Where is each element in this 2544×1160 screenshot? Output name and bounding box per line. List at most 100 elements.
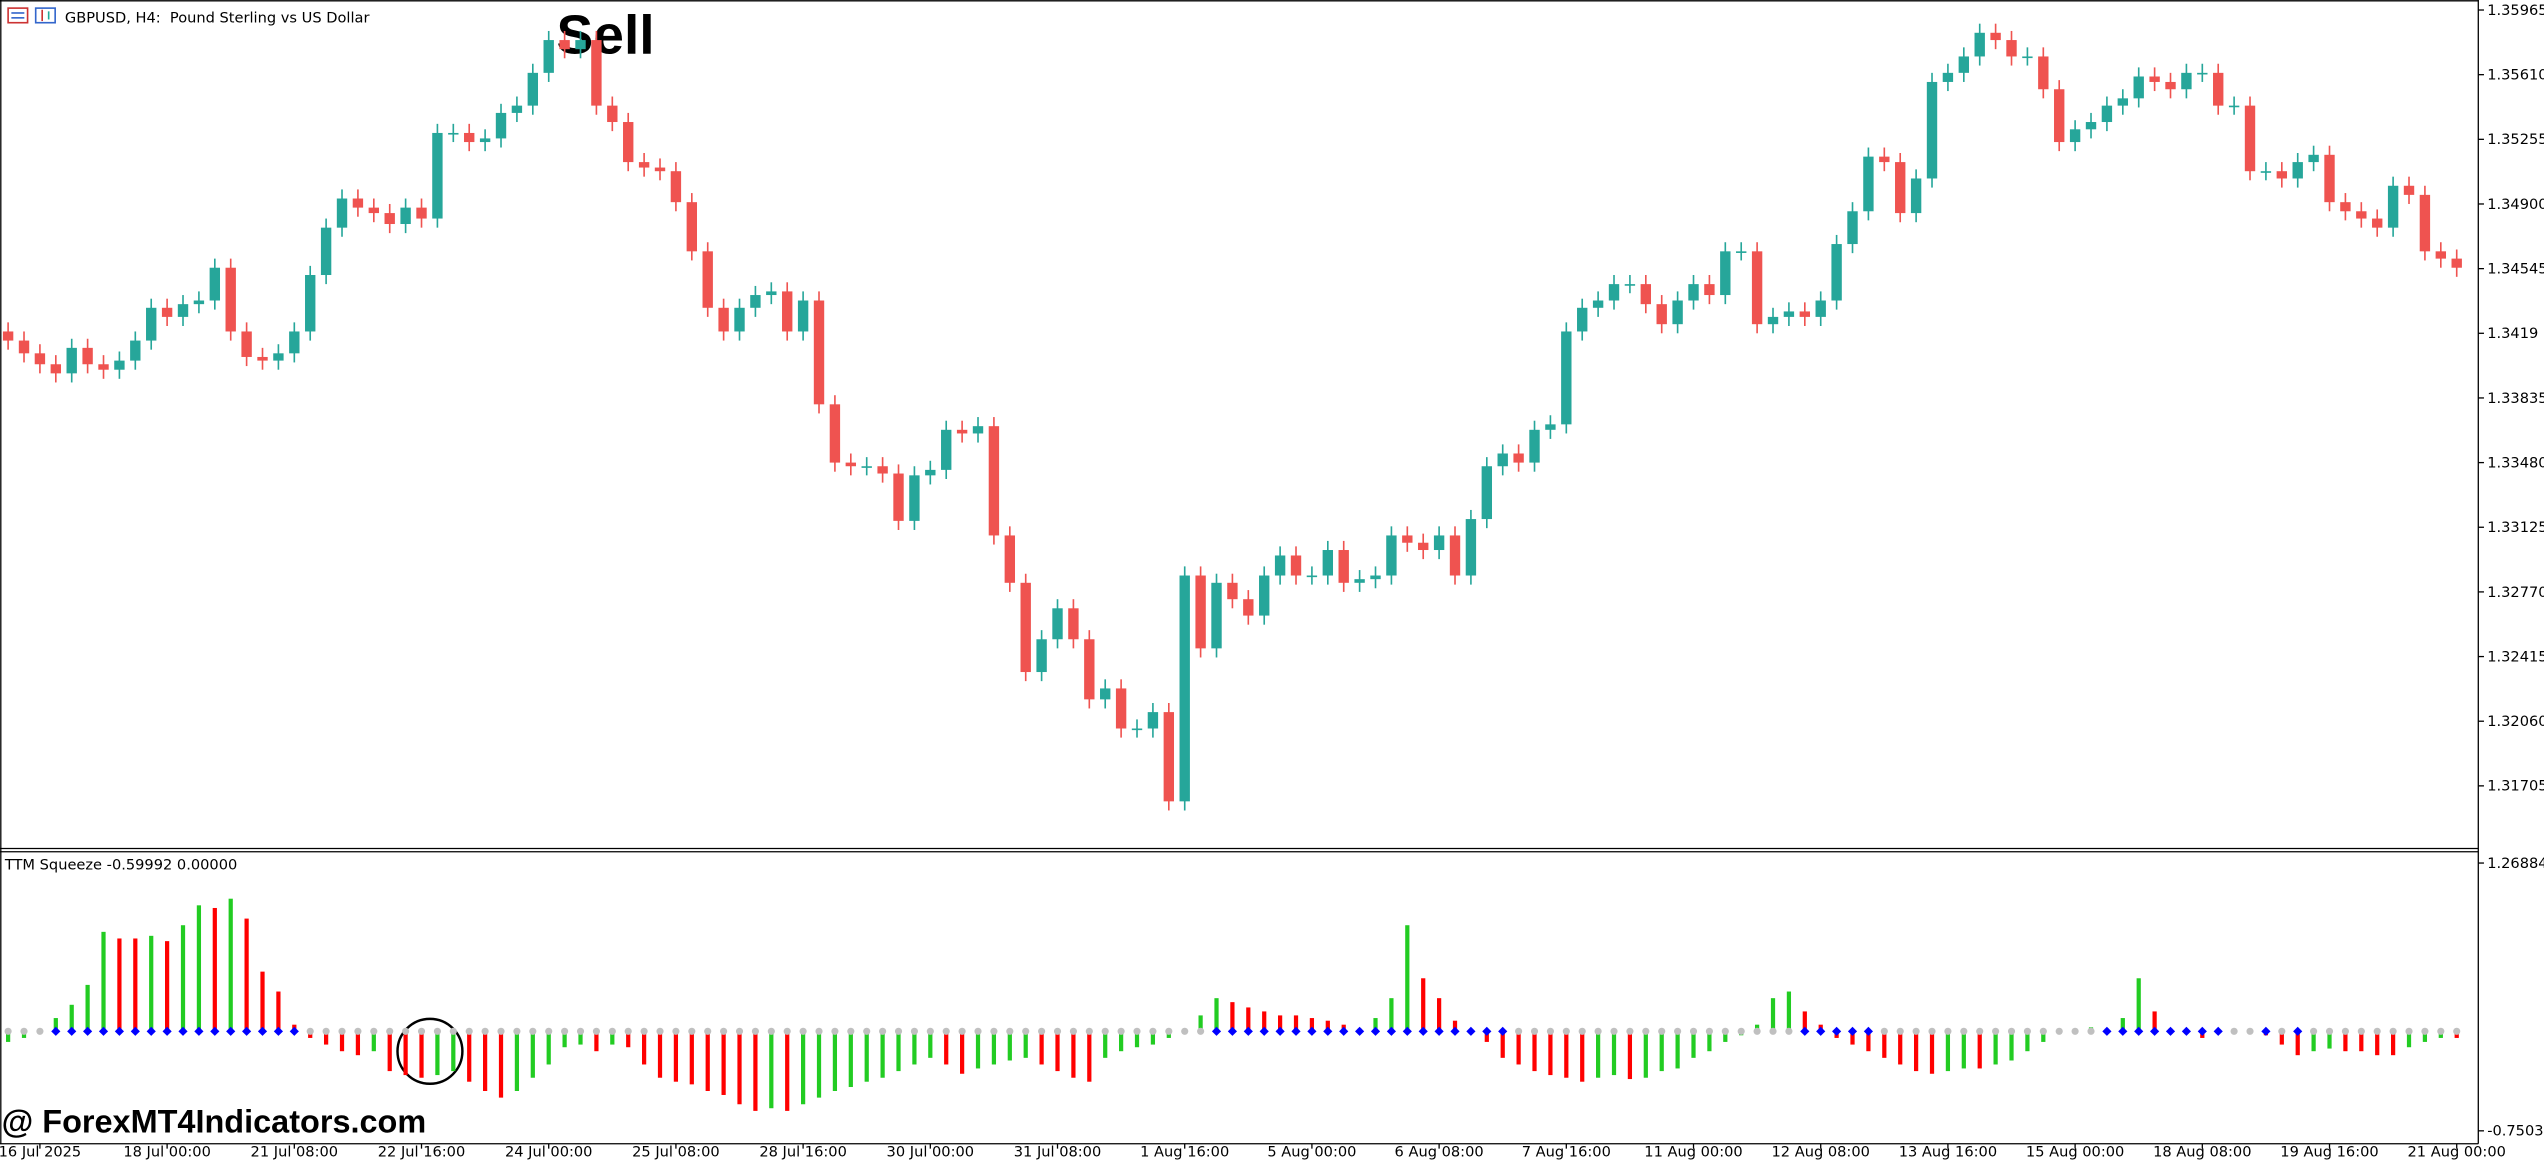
chart-icon[interactable] (34, 7, 56, 24)
squeeze-dot (815, 1027, 823, 1035)
momentum-bar (451, 1031, 456, 1072)
momentum-bar (1914, 1031, 1919, 1072)
momentum-bar (1309, 1018, 1315, 1032)
momentum-bar (626, 1031, 631, 1048)
momentum-bar (1134, 1031, 1140, 1048)
squeeze-dot (720, 1027, 728, 1035)
momentum-bar (6, 1031, 11, 1042)
watermark: @ ForexMT4Indicators.com (2, 1103, 427, 1139)
momentum-bar (1198, 1015, 1203, 1032)
candle-body (686, 202, 698, 252)
momentum-bar (689, 1031, 694, 1085)
squeeze-dot (735, 1027, 744, 1035)
momentum-bar (419, 1031, 424, 1078)
candle-body (2117, 98, 2129, 106)
squeeze-dot (1944, 1027, 1952, 1035)
momentum-bar (673, 1031, 679, 1082)
squeeze-dot (2389, 1027, 2397, 1035)
candle-body (893, 473, 904, 521)
squeeze-dot (1133, 1027, 1141, 1035)
candle-body (559, 40, 570, 50)
momentum-bar (1103, 1031, 1108, 1058)
momentum-bar (1564, 1031, 1569, 1078)
squeeze-dot (386, 1027, 394, 1035)
squeeze-dot (1863, 1026, 1874, 1036)
candle-body (527, 72, 539, 106)
candle-body (813, 300, 825, 405)
candle-body (543, 40, 554, 73)
momentum-bar (387, 1031, 392, 1072)
candle-body (2387, 185, 2399, 228)
x-tick-label: 22 Jul 16:00 (378, 1144, 466, 1160)
squeeze-dot (1626, 1027, 1634, 1035)
squeeze-dot (2278, 1027, 2286, 1035)
squeeze-dot (2405, 1027, 2413, 1035)
candle-body (320, 227, 332, 276)
momentum-bar (1596, 1031, 1601, 1078)
squeeze-dot (2421, 1027, 2429, 1035)
y-tick-label: 1.26884 (2487, 855, 2544, 872)
momentum-bar (530, 1031, 535, 1078)
candle-body (1052, 608, 1063, 640)
momentum-bar (1707, 1031, 1712, 1052)
momentum-bar (546, 1031, 551, 1065)
momentum-bar (1484, 1031, 1489, 1042)
momentum-bar (1898, 1031, 1903, 1065)
momentum-bar (1389, 998, 1394, 1032)
candle-body (1608, 284, 1620, 301)
candle-body (2022, 56, 2033, 59)
candle-body (1688, 284, 1699, 301)
x-tick-label: 5 Aug 00:00 (1267, 1144, 1356, 1160)
candle-body (1831, 244, 1842, 301)
squeeze-dot (1674, 1027, 1682, 1035)
candle-body (2244, 105, 2256, 172)
candle-body (670, 171, 682, 203)
squeeze-dot (974, 1027, 982, 1035)
squeeze-dot (958, 1027, 966, 1035)
candle-body (1449, 535, 1461, 576)
candle-body (2451, 258, 2462, 268)
x-tick-label: 28 Jul 16:00 (759, 1144, 847, 1160)
y-tick-label: 1.35610 (2487, 67, 2544, 84)
momentum-bar (2009, 1031, 2014, 1061)
candle-body (2260, 171, 2272, 173)
momentum-bar (1580, 1031, 1585, 1082)
candle-body (2006, 40, 2017, 57)
x-tick-label: 1 Aug 16:00 (1140, 1144, 1229, 1160)
squeeze-dot (2325, 1027, 2334, 1035)
squeeze-dot (624, 1027, 632, 1035)
candle-body (130, 340, 141, 361)
menu-icon[interactable] (7, 7, 29, 24)
momentum-bar (864, 1031, 869, 1082)
momentum-bar (896, 1031, 901, 1072)
squeeze-dot (2246, 1027, 2254, 1035)
squeeze-dot (402, 1027, 410, 1035)
squeeze-dot (1610, 1027, 1618, 1035)
momentum-bar (594, 1031, 599, 1052)
momentum-bar (1373, 1018, 1378, 1032)
momentum-bar (514, 1031, 520, 1091)
candle-body (1386, 535, 1397, 576)
x-tick-label: 25 Jul 08:00 (632, 1144, 720, 1160)
x-tick-label: 18 Aug 08:00 (2153, 1144, 2251, 1160)
candle-body (2324, 154, 2335, 203)
momentum-bar (276, 991, 281, 1032)
x-tick-label: 15 Aug 00:00 (2026, 1144, 2124, 1160)
momentum-bar (1802, 1011, 1807, 1032)
momentum-bar (1850, 1031, 1855, 1045)
momentum-bar (324, 1031, 329, 1045)
squeeze-dot (2293, 1026, 2303, 1036)
candle-body (1020, 582, 1031, 673)
momentum-bar (785, 1031, 790, 1111)
momentum-bar (1770, 998, 1776, 1032)
candle-body (1720, 251, 1731, 296)
squeeze-dot (2310, 1027, 2318, 1035)
candle-body (400, 207, 411, 225)
candle-body (1354, 579, 1365, 583)
squeeze-dot (751, 1027, 759, 1035)
squeeze-dot (1530, 1027, 1539, 1035)
x-tick-label: 21 Aug 00:00 (2408, 1144, 2506, 1160)
momentum-bar (880, 1031, 885, 1078)
squeeze-dot (1800, 1026, 1810, 1036)
candle-body (1529, 429, 1540, 463)
